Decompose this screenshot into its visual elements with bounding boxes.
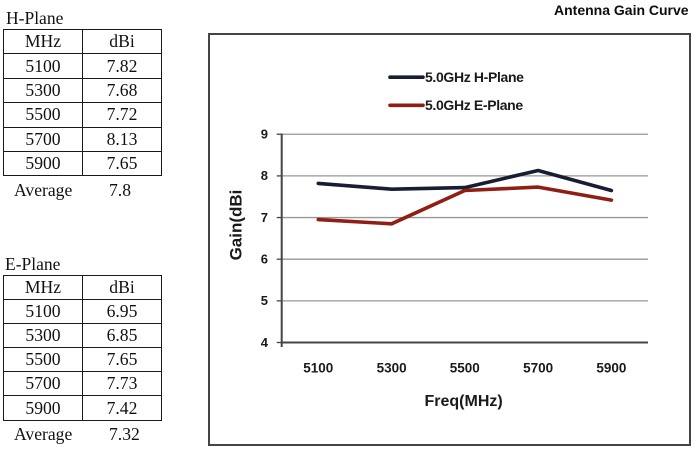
svg-text:5.0GHz H-Plane: 5.0GHz H-Plane	[425, 69, 524, 85]
svg-text:5900: 5900	[596, 361, 626, 376]
svg-text:5: 5	[261, 293, 268, 308]
svg-text:7: 7	[261, 210, 268, 225]
svg-text:5700: 5700	[523, 361, 553, 376]
svg-text:4: 4	[261, 335, 269, 350]
svg-text:6: 6	[261, 252, 268, 267]
svg-text:5500: 5500	[450, 361, 480, 376]
svg-text:9: 9	[261, 127, 268, 142]
svg-text:5.0GHz E-Plane: 5.0GHz E-Plane	[425, 97, 523, 113]
svg-text:8: 8	[261, 168, 268, 183]
svg-text:Freq(MHz): Freq(MHz)	[424, 393, 502, 410]
svg-text:5100: 5100	[303, 361, 333, 376]
svg-text:5300: 5300	[377, 361, 407, 376]
svg-text:Gain(dBi: Gain(dBi	[227, 190, 246, 261]
